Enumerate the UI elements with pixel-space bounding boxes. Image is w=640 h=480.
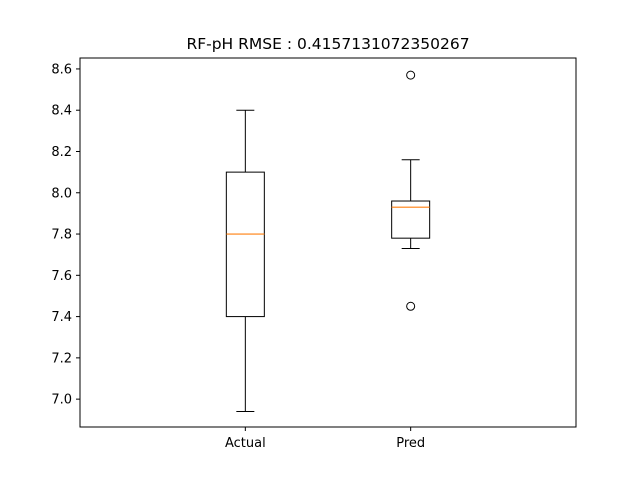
axes-frame [79,57,577,428]
y-tick-label: 8.0 [51,186,72,201]
chart-title: RF-pH RMSE : 0.4157131072350267 [186,35,469,53]
y-tick-label: 7.2 [51,351,72,366]
outlier-point [406,301,416,311]
box-iqr [391,200,431,239]
y-tick-label: 7.6 [51,269,72,284]
y-tick-label: 8.2 [51,145,72,160]
y-tick-label: 7.8 [51,228,72,243]
y-tick-label: 8.4 [51,104,72,119]
y-tick-label: 7.4 [51,310,72,325]
box-iqr [225,171,265,318]
x-tick-label: Actual [225,436,266,451]
y-tick-label: 8.6 [51,62,72,77]
y-tick-label: 7.0 [51,393,72,408]
outlier-point [406,70,416,80]
plot-area: 7.0 7.2 7.4 7.6 7.8 8.0 8.2 8.4 8.6 Actual Pred [51,57,577,451]
x-tick-label: Pred [396,436,425,451]
